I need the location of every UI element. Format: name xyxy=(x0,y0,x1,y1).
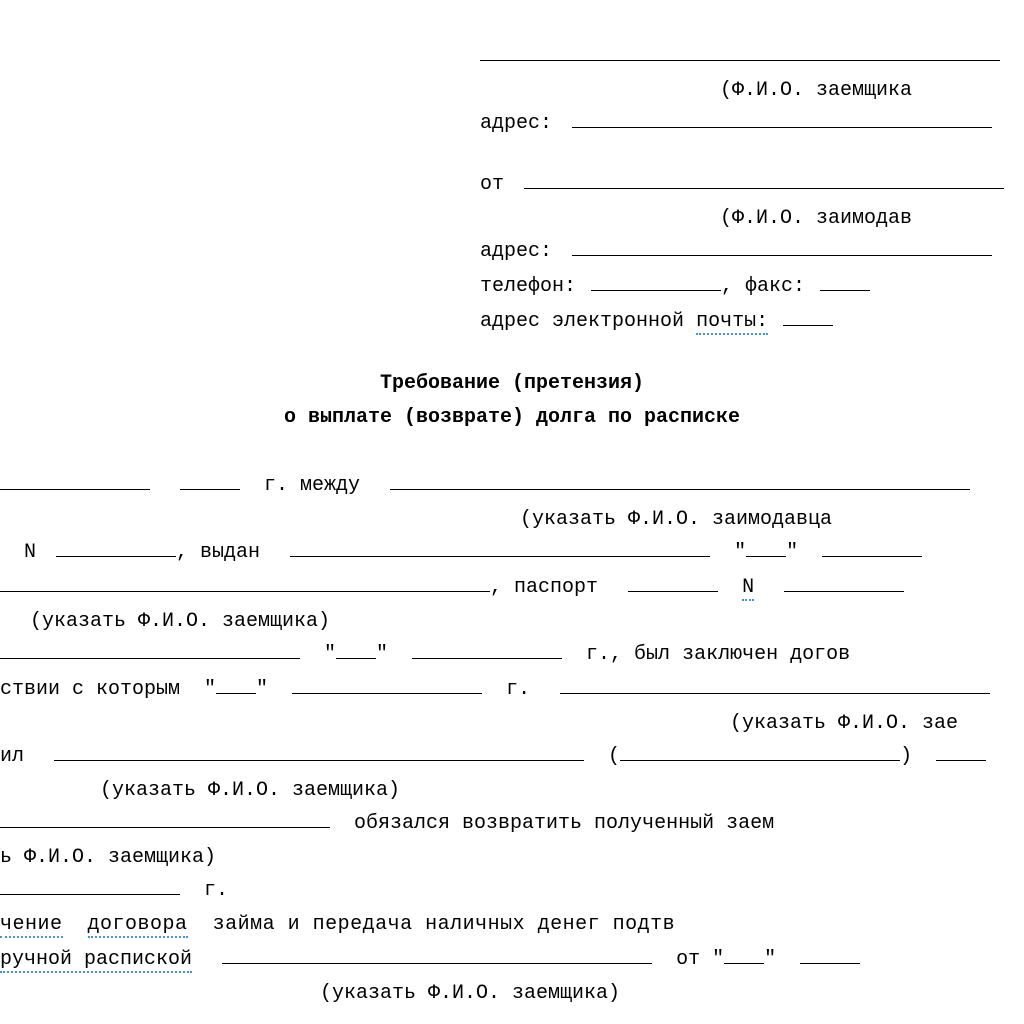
hint-borrower-3: ь Ф.И.О. заемщика) xyxy=(0,842,1024,874)
from-line: от xyxy=(480,168,1024,201)
phone-line: телефон:, факс: xyxy=(480,270,1024,303)
concluded-line: "" г., был заключен догов xyxy=(0,638,1024,671)
body-block: г. между (указать Ф.И.О. заимодавца N , … xyxy=(0,469,1024,1010)
hint-fio-lender: (Ф.И.О. заимодав xyxy=(720,203,1024,235)
accordance-line: ствии с которым "" г. xyxy=(0,673,1024,706)
hint-borrower-2: (указать Ф.И.О. заемщика) xyxy=(100,775,1024,807)
header-block: (Ф.И.О. заемщика адрес: от (Ф.И.О. заимо… xyxy=(480,40,1024,338)
hint-borrower-4: (указать Ф.И.О. заемщика) xyxy=(320,978,1024,1010)
year-line: г. xyxy=(0,874,1024,907)
n-issued-line: N , выдан "" xyxy=(0,536,1024,569)
title-line-1: Требование (претензия) xyxy=(0,368,1024,400)
address-line: адрес: xyxy=(480,107,1024,140)
hint-borrower-1: (указать Ф.И.О. заемщика) xyxy=(30,606,1024,638)
hint-lender: (указать Ф.И.О. заимодавца xyxy=(520,504,1024,536)
spacer xyxy=(480,142,1024,166)
hint-fio-borrower: (Ф.И.О. заемщика xyxy=(720,75,1024,107)
date-between-line: г. между xyxy=(0,469,1024,502)
obliged-line: обязался возвратить полученный заем xyxy=(0,807,1024,840)
bottom-contract-line: чение договора займа и передача наличных… xyxy=(0,909,1024,941)
title-line-2: о выплате (возврате) долга по расписке xyxy=(0,402,1024,434)
receipt-line: ручной распиской от "" xyxy=(0,943,1024,976)
document-page: (Ф.И.О. заемщика адрес: от (Ф.И.О. заимо… xyxy=(0,0,1024,1010)
hint-lender-2: (указать Ф.И.О. зае xyxy=(730,708,1024,740)
address2-line: адрес: xyxy=(480,235,1024,268)
email-line: адрес электронной почты: xyxy=(480,305,1024,338)
header-blank-line xyxy=(480,40,1024,73)
il-line: ил () xyxy=(0,740,1024,773)
passport-line: , паспорт N xyxy=(0,571,1024,604)
document-title: Требование (претензия) о выплате (возвра… xyxy=(0,368,1024,434)
